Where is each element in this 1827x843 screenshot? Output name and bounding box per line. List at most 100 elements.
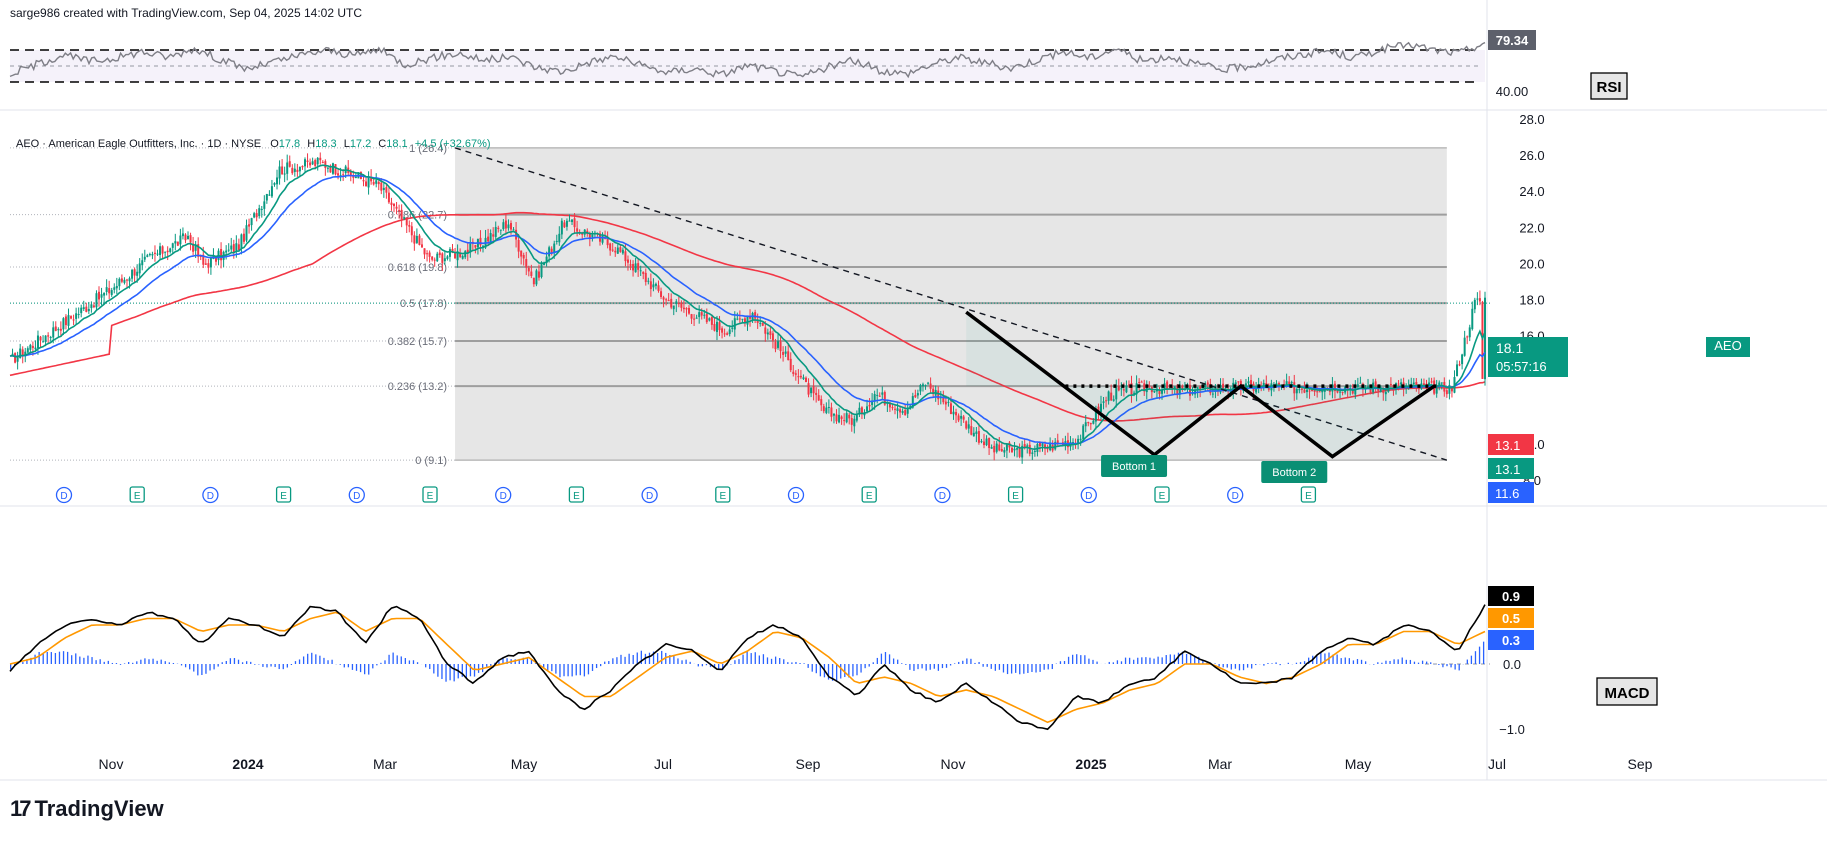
candle (131, 268, 134, 283)
histogram-bar (50, 652, 52, 664)
candle-body (1333, 383, 1336, 392)
candle (171, 242, 174, 254)
candle (276, 169, 279, 190)
histogram-bar (1177, 652, 1180, 664)
earnings-marker[interactable]: E (1154, 486, 1170, 503)
candle-body (377, 181, 380, 185)
candle-body (721, 328, 724, 333)
candle-body (413, 235, 416, 244)
candle (260, 206, 263, 218)
histogram-bar (1482, 641, 1485, 664)
candle-body (1336, 389, 1339, 393)
candle-body (1206, 382, 1209, 385)
candle (103, 292, 106, 304)
candle-body (133, 269, 136, 276)
candle (527, 265, 530, 277)
candle (133, 267, 136, 284)
dividend-marker[interactable]: D (495, 486, 512, 504)
candle (850, 411, 853, 432)
candle (420, 238, 423, 248)
candle (832, 413, 835, 424)
candle (899, 405, 902, 418)
candle (398, 204, 401, 219)
candle-body (626, 259, 629, 263)
candle-body (273, 183, 276, 185)
candle (804, 376, 807, 383)
dividend-marker[interactable]: D (348, 486, 365, 504)
earnings-marker[interactable]: E (275, 486, 292, 503)
dividend-marker[interactable]: D (1227, 486, 1244, 504)
candle (993, 440, 996, 461)
candle (532, 277, 535, 287)
histogram-bar (221, 662, 223, 664)
candles (11, 152, 1486, 464)
candle-body (1242, 390, 1245, 392)
candle (204, 258, 207, 266)
candle (1107, 390, 1110, 405)
candle-body (990, 447, 993, 449)
candle-body (726, 333, 729, 335)
earnings-marker[interactable]: E (129, 486, 145, 503)
candle-body (156, 253, 159, 255)
earnings-marker[interactable]: E (1300, 486, 1317, 503)
earnings-marker[interactable]: E (422, 486, 438, 503)
candle-body (1450, 385, 1453, 392)
candle (164, 251, 167, 257)
candle-body (771, 333, 774, 341)
candle-body (774, 341, 777, 350)
candle-body (1384, 391, 1387, 395)
candle (474, 244, 477, 254)
candle (492, 227, 495, 242)
histogram-bar (193, 664, 195, 672)
candle (1191, 386, 1194, 396)
candle-body (1028, 444, 1031, 454)
candle-body (192, 243, 195, 252)
candle-body (258, 208, 261, 217)
histogram-bar (526, 657, 529, 664)
candle (42, 335, 45, 343)
candle-body (105, 287, 108, 292)
candle-body (670, 298, 673, 308)
histogram-bar (994, 664, 996, 671)
histogram-bar (1340, 658, 1342, 664)
tradingview-logo[interactable]: 17 TradingView (10, 796, 164, 822)
histogram-bar (514, 659, 516, 664)
candle (642, 271, 645, 280)
earnings-marker[interactable]: E (1007, 486, 1024, 503)
dividend-marker[interactable]: D (787, 486, 805, 504)
candle-body (1054, 441, 1057, 450)
time-tick-label: 2025 (1075, 756, 1106, 772)
price-tick-label: 26.0 (1519, 148, 1544, 163)
earnings-marker[interactable]: E (568, 486, 585, 503)
candle (1092, 418, 1095, 425)
histogram-bar (913, 664, 915, 671)
histogram-bar (1051, 664, 1053, 670)
histogram-bar (1120, 661, 1123, 664)
earnings-marker[interactable]: E (715, 486, 731, 503)
histogram-bar (661, 650, 663, 664)
symbol-info: AEO · American Eagle Outfitters, Inc. · … (16, 138, 491, 150)
histogram-bar (547, 664, 549, 672)
candle-body (517, 239, 520, 252)
candle (919, 383, 922, 396)
candle (95, 290, 98, 311)
candle-body (983, 441, 986, 446)
dividend-marker[interactable]: D (202, 486, 219, 504)
histogram-bar (180, 664, 183, 666)
candle-body (1234, 382, 1237, 385)
candle (192, 236, 195, 256)
histogram-bar (1027, 664, 1029, 674)
candle-body (387, 192, 390, 203)
dividend-marker[interactable]: D (55, 486, 73, 504)
candle (690, 313, 693, 324)
histogram-bar (803, 663, 805, 664)
candle-body (1359, 382, 1362, 384)
candle (253, 211, 256, 219)
candle (1422, 378, 1425, 386)
earnings-marker[interactable]: E (861, 486, 877, 503)
dividend-marker[interactable]: D (641, 486, 658, 504)
dividend-marker[interactable]: D (1080, 486, 1097, 504)
candle-body (680, 302, 683, 308)
dividend-marker[interactable]: D (934, 486, 951, 504)
